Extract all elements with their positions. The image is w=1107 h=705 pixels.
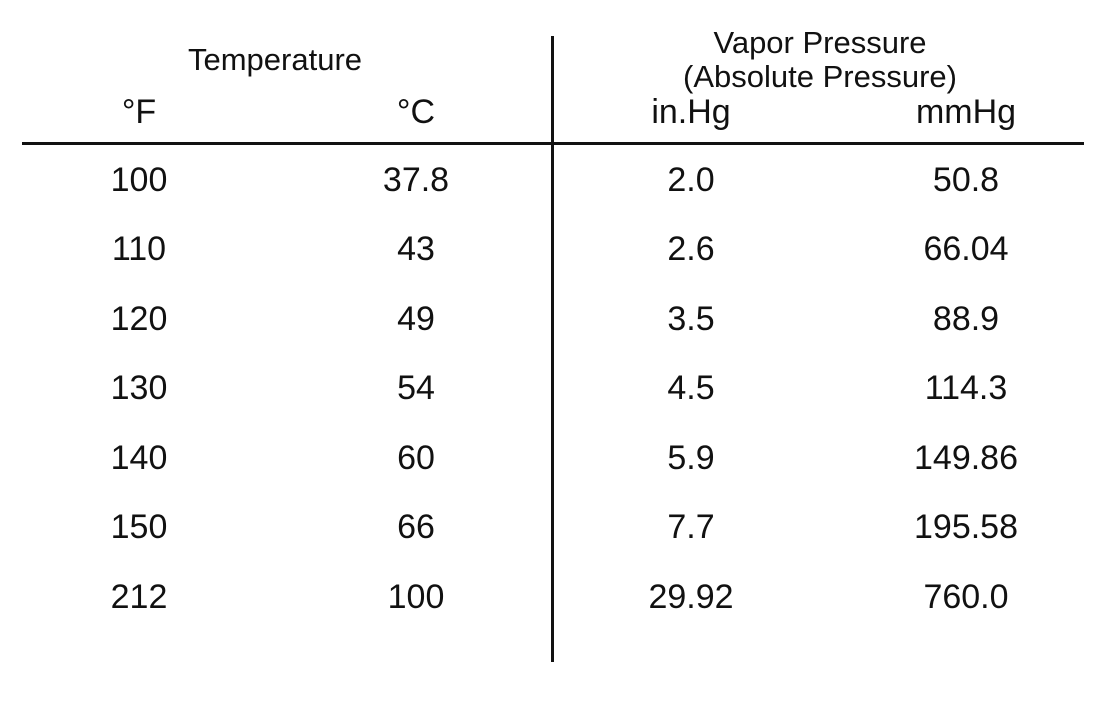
inhg-cell: 2.6 <box>667 230 715 268</box>
fahrenheit-cell: 130 <box>110 369 168 407</box>
fahrenheit-cell: 100 <box>110 161 168 199</box>
celsius-cell: 100 <box>387 578 445 616</box>
table-row: 130 54 4.5 114.3 <box>0 368 1107 408</box>
mmhg-cell: 195.58 <box>914 508 1018 546</box>
celsius-cell: 54 <box>397 369 435 407</box>
fahrenheit-cell: 212 <box>110 578 168 616</box>
celsius-cell: 37.8 <box>382 161 450 199</box>
inhg-cell: 7.7 <box>667 508 715 546</box>
mmhg-cell: 114.3 <box>924 369 1008 407</box>
column-group-divider <box>551 36 554 662</box>
fahrenheit-cell: 140 <box>110 439 168 477</box>
inhg-cell: 5.9 <box>667 439 715 477</box>
fahrenheit-cell: 120 <box>110 300 168 338</box>
mmhg-cell: 149.86 <box>914 439 1018 477</box>
absolute-pressure-subtitle: (Absolute Pressure) <box>683 59 957 94</box>
celsius-cell: 66 <box>397 508 435 546</box>
mmhg-cell: 50.8 <box>932 161 1000 199</box>
mmhg-cell: 88.9 <box>932 300 1000 338</box>
table-row: 120 49 3.5 88.9 <box>0 299 1107 339</box>
unit-header-mmhg: mmHg <box>915 93 1017 131</box>
temperature-group-header: Temperature <box>187 42 363 77</box>
unit-header-fahrenheit: °F <box>121 93 157 131</box>
fahrenheit-cell: 150 <box>110 508 168 546</box>
mmhg-cell: 66.04 <box>923 230 1009 268</box>
unit-header-inhg: in.Hg <box>651 93 731 131</box>
inhg-cell: 2.0 <box>667 161 715 199</box>
table-row: 212 100 29.92 760.0 <box>0 577 1107 617</box>
table-row: 150 66 7.7 195.58 <box>0 507 1107 547</box>
celsius-cell: 49 <box>397 300 435 338</box>
vapor-pressure-title: Vapor Pressure <box>713 25 927 60</box>
inhg-cell: 3.5 <box>667 300 715 338</box>
vapor-pressure-group-header: Vapor Pressure (Absolute Pressure) <box>640 26 1000 94</box>
mmhg-cell: 760.0 <box>923 578 1009 616</box>
celsius-cell: 43 <box>397 230 435 268</box>
fahrenheit-cell: 110 <box>111 230 167 268</box>
table-row: 140 60 5.9 149.86 <box>0 438 1107 478</box>
inhg-cell: 29.92 <box>648 578 734 616</box>
unit-header-celsius: °C <box>396 93 436 131</box>
table-row: 110 43 2.6 66.04 <box>0 229 1107 269</box>
table-row: 100 37.8 2.0 50.8 <box>0 160 1107 200</box>
celsius-cell: 60 <box>397 439 435 477</box>
inhg-cell: 4.5 <box>667 369 715 407</box>
